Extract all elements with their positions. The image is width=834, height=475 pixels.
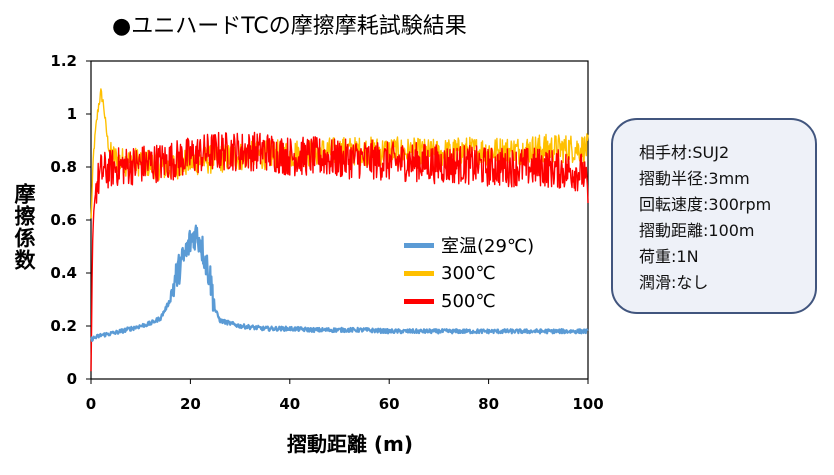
series-line-500c [90, 131, 589, 372]
legend-swatch-300c [404, 270, 434, 276]
condition-counter-material: 相手材:SUJ2 [639, 143, 730, 162]
legend-label-500c: 500℃ [441, 290, 496, 312]
y-tick-label: 0.2 [50, 317, 77, 335]
legend-label-300c: 300℃ [441, 262, 496, 284]
y-axis-label: 摩擦係数 [12, 183, 36, 271]
x-tick-label: 100 [572, 395, 603, 413]
legend-swatch-500c [404, 298, 434, 304]
x-tick-label: 0 [86, 395, 96, 413]
legend-label-room-temp: 室温(29℃) [441, 236, 535, 257]
condition-sliding-distance: 摺動距離:100m [639, 221, 755, 240]
y-tick-label: 0.8 [50, 158, 77, 176]
y-tick-label: 0.4 [50, 264, 77, 282]
x-tick-label: 60 [379, 395, 400, 413]
x-tick-label: 80 [478, 395, 499, 413]
series-line-room-temp [90, 224, 589, 342]
y-tick-label: 1.2 [50, 52, 77, 70]
legend-item-300c: 300℃ [404, 260, 496, 286]
chart-title: ●ユニハードTCの摩擦摩耗試験結果 [112, 14, 467, 39]
legend-swatch-room-temp [404, 242, 434, 248]
x-tick-label: 20 [180, 395, 201, 413]
y-tick-label: 0 [67, 370, 77, 388]
legend-item-room-temp: 室温(29℃) [404, 232, 534, 258]
legend-item-500c: 500℃ [404, 288, 496, 314]
x-axis-label: 摺動距離 (m) [286, 432, 414, 456]
condition-load: 荷重:1N [639, 247, 699, 266]
condition-sliding-radius: 摺動半径:3mm [639, 169, 750, 188]
condition-rotation-speed: 回転速度:300rpm [639, 195, 772, 214]
y-tick-label: 0.6 [50, 211, 77, 229]
test-conditions-box: 相手材:SUJ2 摺動半径:3mm 回転速度:300rpm 摺動距離:100m … [611, 118, 817, 314]
condition-lubrication: 潤滑:なし [639, 273, 709, 292]
x-tick-label: 40 [279, 395, 300, 413]
y-tick-label: 1 [67, 105, 77, 123]
